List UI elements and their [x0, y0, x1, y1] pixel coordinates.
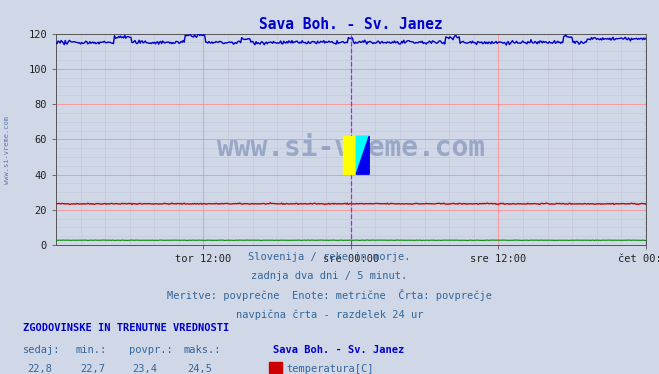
Text: Meritve: povprečne  Enote: metrične  Črta: povprečje: Meritve: povprečne Enote: metrične Črta:… — [167, 289, 492, 301]
Text: 22,7: 22,7 — [80, 364, 105, 374]
Text: www.si-vreme.com: www.si-vreme.com — [3, 116, 10, 184]
Text: 22,8: 22,8 — [27, 364, 52, 374]
Text: 23,4: 23,4 — [132, 364, 158, 374]
Text: 24,5: 24,5 — [187, 364, 212, 374]
Text: temperatura[C]: temperatura[C] — [287, 364, 374, 374]
Text: Sava Boh. - Sv. Janez: Sava Boh. - Sv. Janez — [273, 345, 405, 355]
Text: ZGODOVINSKE IN TRENUTNE VREDNOSTI: ZGODOVINSKE IN TRENUTNE VREDNOSTI — [23, 323, 229, 333]
Text: Slovenija / reke in morje.: Slovenija / reke in morje. — [248, 252, 411, 262]
Text: povpr.:: povpr.: — [129, 345, 172, 355]
Title: Sava Boh. - Sv. Janez: Sava Boh. - Sv. Janez — [259, 18, 443, 33]
Text: min.:: min.: — [76, 345, 107, 355]
Text: navpična črta - razdelek 24 ur: navpična črta - razdelek 24 ur — [236, 310, 423, 320]
Text: www.si-vreme.com: www.si-vreme.com — [217, 134, 485, 162]
Text: zadnja dva dni / 5 minut.: zadnja dva dni / 5 minut. — [251, 272, 408, 281]
Text: maks.:: maks.: — [183, 345, 221, 355]
Polygon shape — [357, 136, 369, 174]
Bar — [343, 136, 357, 174]
Text: sedaj:: sedaj: — [23, 345, 61, 355]
Polygon shape — [357, 136, 369, 174]
